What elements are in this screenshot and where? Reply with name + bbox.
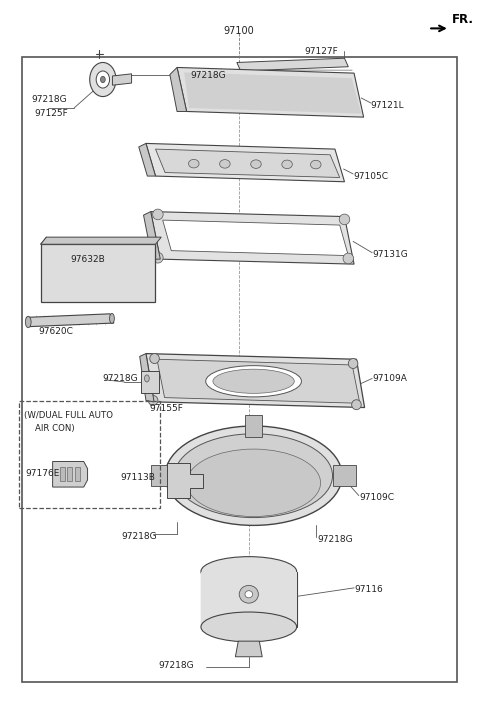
Text: 97116: 97116: [354, 585, 383, 594]
Ellipse shape: [282, 160, 292, 168]
Text: 97218G: 97218G: [190, 71, 226, 80]
Ellipse shape: [187, 449, 321, 517]
Ellipse shape: [153, 209, 163, 220]
Ellipse shape: [311, 160, 321, 169]
Polygon shape: [168, 463, 204, 498]
Text: 97218G: 97218G: [31, 95, 67, 104]
Bar: [22, 57, 457, 682]
Text: 97218G: 97218G: [158, 662, 193, 670]
Ellipse shape: [348, 359, 358, 368]
Polygon shape: [140, 354, 154, 402]
Polygon shape: [139, 143, 156, 176]
Text: FR.: FR.: [452, 13, 474, 26]
Polygon shape: [163, 220, 348, 256]
Text: 97131G: 97131G: [372, 251, 408, 259]
Polygon shape: [53, 462, 87, 487]
Text: 97113B: 97113B: [120, 473, 156, 481]
Ellipse shape: [245, 591, 252, 598]
Polygon shape: [144, 212, 160, 259]
Ellipse shape: [220, 160, 230, 168]
Bar: [141, 371, 159, 393]
Text: 97176E: 97176E: [25, 469, 59, 478]
Polygon shape: [177, 67, 364, 117]
Ellipse shape: [165, 426, 342, 525]
Ellipse shape: [153, 253, 163, 263]
Text: 97100: 97100: [224, 26, 254, 36]
Ellipse shape: [251, 160, 261, 168]
Text: 97218G: 97218G: [103, 374, 139, 383]
Ellipse shape: [339, 214, 350, 224]
Text: 97155F: 97155F: [149, 404, 183, 413]
Polygon shape: [157, 359, 360, 403]
Polygon shape: [170, 67, 187, 111]
Ellipse shape: [189, 159, 199, 168]
Ellipse shape: [100, 76, 105, 83]
Bar: [19, 401, 160, 508]
Polygon shape: [156, 149, 340, 178]
Ellipse shape: [213, 369, 294, 393]
Polygon shape: [235, 641, 262, 657]
Text: (W/DUAL FULL AUTO: (W/DUAL FULL AUTO: [24, 411, 113, 420]
Bar: [75, 467, 80, 481]
Ellipse shape: [239, 585, 258, 603]
Ellipse shape: [25, 317, 31, 328]
Text: 97109A: 97109A: [372, 374, 407, 383]
Polygon shape: [112, 74, 132, 85]
Text: AIR CON): AIR CON): [24, 424, 74, 432]
Bar: [68, 467, 72, 481]
Ellipse shape: [201, 557, 297, 586]
Polygon shape: [184, 72, 361, 114]
Ellipse shape: [175, 434, 333, 518]
Ellipse shape: [206, 366, 301, 397]
Text: 97105C: 97105C: [353, 172, 388, 180]
Text: 97218G: 97218G: [121, 532, 157, 541]
Text: 97125F: 97125F: [35, 109, 68, 118]
Ellipse shape: [150, 354, 159, 364]
Polygon shape: [41, 237, 161, 244]
Ellipse shape: [109, 313, 114, 324]
Text: 97127F: 97127F: [305, 47, 338, 55]
Ellipse shape: [96, 71, 109, 88]
Polygon shape: [146, 354, 365, 408]
Bar: [151, 465, 174, 486]
Polygon shape: [146, 143, 345, 182]
Ellipse shape: [352, 400, 361, 410]
Polygon shape: [237, 58, 348, 71]
Ellipse shape: [343, 253, 354, 263]
Ellipse shape: [201, 612, 297, 642]
Ellipse shape: [144, 375, 149, 382]
Ellipse shape: [148, 395, 158, 405]
Bar: [333, 465, 356, 486]
Polygon shape: [151, 212, 354, 264]
Bar: [60, 467, 65, 481]
Text: 97109C: 97109C: [360, 493, 395, 501]
Text: 97121L: 97121L: [371, 102, 405, 110]
Text: 97218G: 97218G: [317, 535, 353, 544]
Ellipse shape: [90, 62, 116, 97]
Text: 97620C: 97620C: [38, 327, 73, 336]
Polygon shape: [26, 314, 114, 327]
Polygon shape: [201, 572, 297, 627]
Text: 97632B: 97632B: [71, 255, 106, 263]
Bar: [41, 244, 156, 302]
Bar: [245, 415, 262, 437]
